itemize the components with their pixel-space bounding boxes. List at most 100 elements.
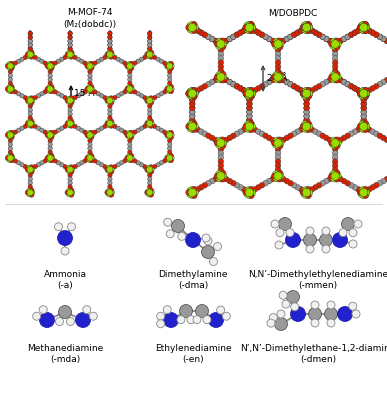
- Circle shape: [304, 101, 309, 107]
- Circle shape: [68, 50, 72, 55]
- Circle shape: [108, 173, 112, 178]
- Circle shape: [304, 109, 309, 115]
- Circle shape: [28, 116, 33, 120]
- Circle shape: [352, 184, 358, 190]
- Circle shape: [27, 166, 33, 173]
- Circle shape: [218, 142, 224, 148]
- Circle shape: [334, 75, 340, 81]
- Circle shape: [8, 138, 12, 143]
- Circle shape: [128, 150, 132, 154]
- Circle shape: [248, 189, 254, 194]
- Circle shape: [202, 32, 207, 38]
- Circle shape: [209, 312, 224, 328]
- Circle shape: [96, 92, 101, 96]
- Circle shape: [53, 159, 57, 163]
- Circle shape: [195, 127, 200, 132]
- Circle shape: [313, 30, 319, 36]
- Circle shape: [334, 174, 340, 180]
- Circle shape: [96, 160, 101, 165]
- Circle shape: [360, 188, 368, 197]
- Circle shape: [163, 90, 167, 94]
- Circle shape: [190, 93, 195, 98]
- Circle shape: [30, 193, 34, 197]
- Circle shape: [341, 135, 347, 141]
- Circle shape: [152, 96, 157, 100]
- Circle shape: [316, 84, 322, 89]
- Circle shape: [108, 43, 112, 47]
- Circle shape: [338, 38, 343, 44]
- Circle shape: [306, 26, 311, 31]
- Text: (-dma): (-dma): [178, 281, 208, 290]
- Circle shape: [284, 36, 290, 42]
- Circle shape: [139, 162, 144, 167]
- Circle shape: [277, 78, 283, 83]
- Circle shape: [327, 137, 332, 143]
- Circle shape: [191, 125, 197, 130]
- Circle shape: [324, 135, 329, 141]
- Circle shape: [180, 304, 192, 318]
- Circle shape: [298, 28, 304, 33]
- Circle shape: [247, 101, 252, 107]
- Circle shape: [199, 129, 204, 134]
- Circle shape: [275, 171, 281, 177]
- Circle shape: [68, 173, 72, 178]
- Circle shape: [320, 133, 325, 138]
- Circle shape: [213, 137, 218, 143]
- Circle shape: [107, 120, 113, 127]
- Circle shape: [27, 120, 33, 127]
- Circle shape: [247, 97, 252, 102]
- Circle shape: [241, 28, 247, 33]
- Circle shape: [330, 75, 336, 81]
- Circle shape: [108, 100, 112, 105]
- Circle shape: [218, 167, 224, 173]
- Circle shape: [277, 170, 283, 175]
- Circle shape: [127, 86, 133, 92]
- Circle shape: [247, 101, 252, 107]
- Circle shape: [271, 140, 277, 146]
- Circle shape: [89, 312, 98, 320]
- Circle shape: [361, 118, 366, 123]
- Circle shape: [60, 126, 64, 130]
- Circle shape: [8, 73, 12, 78]
- Circle shape: [68, 31, 72, 36]
- Circle shape: [329, 137, 341, 149]
- Circle shape: [218, 159, 224, 164]
- Circle shape: [263, 133, 268, 138]
- Circle shape: [279, 218, 291, 230]
- Circle shape: [156, 57, 160, 62]
- Circle shape: [273, 40, 279, 46]
- Circle shape: [248, 125, 254, 130]
- Circle shape: [266, 36, 272, 42]
- Circle shape: [205, 34, 211, 40]
- Circle shape: [275, 163, 281, 168]
- Circle shape: [69, 165, 74, 169]
- Circle shape: [79, 59, 84, 64]
- Circle shape: [306, 22, 311, 27]
- Circle shape: [46, 154, 55, 162]
- Circle shape: [186, 91, 191, 96]
- Circle shape: [168, 135, 172, 139]
- Circle shape: [68, 35, 72, 40]
- Circle shape: [304, 113, 309, 119]
- Circle shape: [192, 28, 197, 34]
- Circle shape: [108, 39, 112, 43]
- Circle shape: [247, 93, 252, 98]
- Circle shape: [23, 124, 27, 128]
- Circle shape: [373, 182, 379, 188]
- Circle shape: [334, 137, 340, 142]
- Circle shape: [128, 146, 132, 151]
- Circle shape: [10, 61, 14, 66]
- Circle shape: [133, 61, 137, 65]
- Circle shape: [306, 28, 311, 34]
- Circle shape: [195, 187, 200, 192]
- Circle shape: [50, 130, 54, 134]
- Circle shape: [147, 119, 152, 124]
- Circle shape: [56, 160, 61, 165]
- Circle shape: [360, 89, 368, 98]
- Circle shape: [332, 159, 338, 164]
- Circle shape: [348, 84, 354, 89]
- Circle shape: [7, 155, 14, 161]
- Circle shape: [86, 62, 94, 70]
- Circle shape: [113, 164, 117, 169]
- Circle shape: [129, 130, 134, 134]
